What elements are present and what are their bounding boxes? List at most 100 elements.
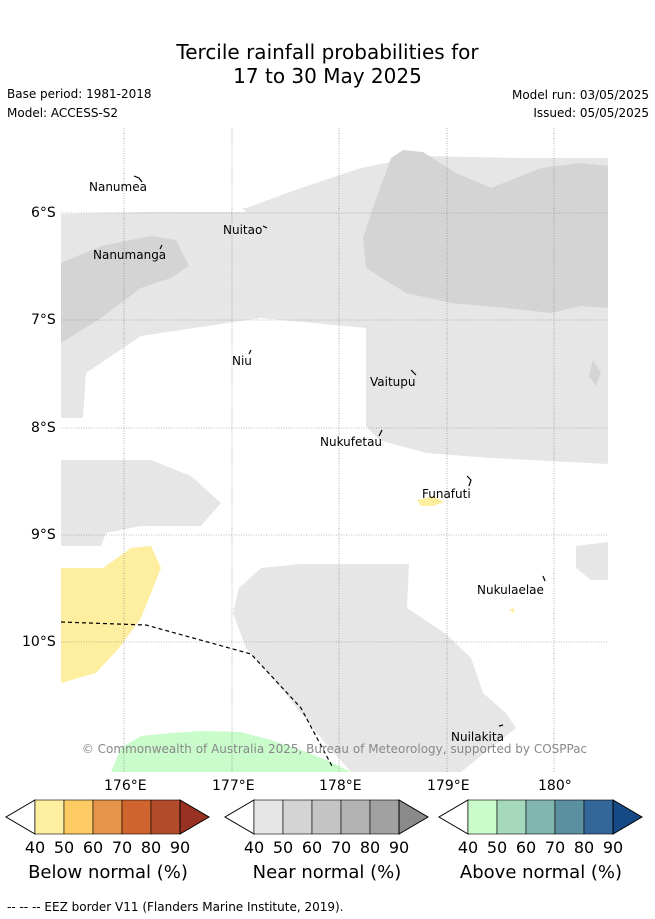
colorbar-swatch <box>34 799 65 835</box>
colorbar-near-normal-title: Near normal (%) <box>252 862 402 883</box>
lon-label-176e: 176°E <box>104 778 147 794</box>
colorbar-above-normal-ticks: 40 50 60 70 80 90 <box>438 838 644 858</box>
colorbar-near-normal: 40 50 60 70 80 90 Near normal (%) <box>224 796 430 906</box>
lon-label-178e: 178°E <box>319 778 362 794</box>
tick-50: 50 <box>53 838 75 857</box>
model-run: Model run: 03/05/2025 <box>511 88 649 102</box>
colorbar-swatch <box>583 799 614 835</box>
place-niu: Niu <box>232 354 252 368</box>
near-normal-40-west <box>61 460 221 546</box>
colorbar-above-normal: 40 50 60 70 80 90 Above normal (%) <box>438 796 644 906</box>
lat-label-9s: 9°S <box>31 527 56 543</box>
colorbar-swatch <box>253 799 284 835</box>
near-normal-40-east <box>576 542 608 580</box>
place-nukulaelae: Nukulaelae <box>477 583 544 597</box>
tick-90: 90 <box>388 838 410 857</box>
island-mark-nanumanga <box>159 244 163 250</box>
map-title: Tercile rainfall probabilities for 17 to… <box>0 40 655 88</box>
island-mark-nukulaelae <box>542 575 546 582</box>
place-nanumea: Nanumea <box>89 180 147 194</box>
tick-80: 80 <box>359 838 381 857</box>
island-mark-nanumea <box>133 175 143 183</box>
colorbar-swatch <box>150 799 181 835</box>
above-normal-40-region <box>111 731 351 772</box>
colorbar-low-arrow <box>438 799 469 835</box>
eez-border-line <box>61 621 334 769</box>
island-marks <box>133 175 546 727</box>
colorbar-swatch <box>525 799 556 835</box>
lat-label-10s: 10°S <box>22 634 56 650</box>
island-mark-nuitao <box>262 225 268 229</box>
lat-label-7s: 7°S <box>31 312 56 328</box>
near-normal-50-east <box>363 150 608 313</box>
lon-label-180: 180° <box>538 778 572 794</box>
colorbar-above-normal-title: Above normal (%) <box>459 862 623 883</box>
island-mark-vaitupu <box>410 369 417 376</box>
tick-70: 70 <box>330 838 352 857</box>
tick-90: 90 <box>169 838 191 857</box>
tick-60: 60 <box>82 838 104 857</box>
tick-60: 60 <box>301 838 323 857</box>
model-name: Model: ACCESS-S2 <box>7 106 119 120</box>
place-nukufetau: Nukufetau <box>320 435 383 449</box>
colorbar-high-arrow <box>179 799 210 835</box>
map-area[interactable]: Nanumea Nuitao Nanumanga Niu Vaitupu Nuk… <box>61 128 608 772</box>
title-line-2: 17 to 30 May 2025 <box>233 64 422 88</box>
below-normal-40-region <box>61 546 161 683</box>
near-normal-50-west <box>61 236 189 343</box>
place-funafuti: Funafuti <box>422 487 471 501</box>
island-mark-nukufetau <box>378 429 383 437</box>
base-period: Base period: 1981-2018 <box>7 87 152 101</box>
island-mark-niu <box>248 349 252 355</box>
tick-40: 40 <box>24 838 46 857</box>
tick-80: 80 <box>140 838 162 857</box>
colorbar-swatch <box>467 799 498 835</box>
copyright-notice: © Commonwealth of Australia 2025, Bureau… <box>81 742 588 756</box>
colorbar-swatch <box>92 799 123 835</box>
below-normal-40-funafuti <box>417 496 444 506</box>
colorbar-swatch <box>554 799 585 835</box>
colorbar-swatch <box>311 799 342 835</box>
tick-70: 70 <box>544 838 566 857</box>
tick-70: 70 <box>111 838 133 857</box>
eez-legend-note: -- -- -- EEZ border V11 (Flanders Marine… <box>7 900 344 914</box>
tick-50: 50 <box>486 838 508 857</box>
place-nanumanga: Nanumanga <box>93 248 167 262</box>
lon-label-179e: 179°E <box>427 778 470 794</box>
place-nuitao: Nuitao <box>223 223 263 237</box>
place-vaitupu: Vaitupu <box>370 375 416 389</box>
colorbar-swatch <box>282 799 313 835</box>
lat-label-6s: 6°S <box>31 205 56 221</box>
colorbar-above-normal-swatches <box>438 799 643 835</box>
colorbar-below-normal: 40 50 60 70 80 90 Below normal (%) <box>5 796 211 906</box>
lat-label-8s: 8°S <box>31 420 56 436</box>
tick-60: 60 <box>515 838 537 857</box>
lon-label-177e: 177°E <box>212 778 255 794</box>
colorbar-swatch <box>369 799 400 835</box>
colorbar-high-arrow <box>612 799 643 835</box>
island-mark-funafuti <box>466 475 472 487</box>
tick-80: 80 <box>573 838 595 857</box>
colorbar-low-arrow <box>224 799 255 835</box>
colorbar-swatch <box>496 799 527 835</box>
tick-40: 40 <box>457 838 479 857</box>
tick-90: 90 <box>602 838 624 857</box>
map-canvas <box>61 128 608 772</box>
below-normal-40-speck <box>509 608 514 613</box>
colorbar-below-normal-swatches <box>5 799 210 835</box>
colorbar-below-normal-ticks: 40 50 60 70 80 90 <box>5 838 211 858</box>
place-nuilakita: Nuilakita <box>451 730 504 744</box>
near-normal-40-south <box>233 564 516 772</box>
issued-date: Issued: 05/05/2025 <box>533 106 649 120</box>
title-line-1: Tercile rainfall probabilities for <box>176 40 479 64</box>
colorbar-swatch <box>340 799 371 835</box>
island-mark-nuilakita <box>498 724 504 727</box>
colorbar-swatch <box>121 799 152 835</box>
colorbar-below-normal-title: Below normal (%) <box>28 862 188 883</box>
colorbar-high-arrow <box>398 799 429 835</box>
colorbar-near-normal-ticks: 40 50 60 70 80 90 <box>224 838 430 858</box>
colorbar-low-arrow <box>5 799 36 835</box>
tick-50: 50 <box>272 838 294 857</box>
no-signal-nanumea-patch <box>136 180 247 212</box>
grid-lines <box>61 128 608 772</box>
